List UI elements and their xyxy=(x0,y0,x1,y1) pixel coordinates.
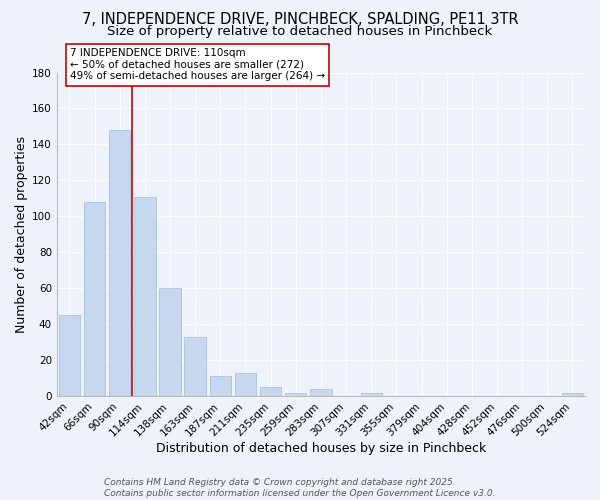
Bar xyxy=(235,372,256,396)
Text: Contains HM Land Registry data © Crown copyright and database right 2025.
Contai: Contains HM Land Registry data © Crown c… xyxy=(104,478,496,498)
X-axis label: Distribution of detached houses by size in Pinchbeck: Distribution of detached houses by size … xyxy=(156,442,486,455)
Bar xyxy=(310,389,332,396)
Bar xyxy=(184,337,206,396)
Bar xyxy=(562,392,583,396)
Bar xyxy=(134,196,155,396)
Text: 7 INDEPENDENCE DRIVE: 110sqm
← 50% of detached houses are smaller (272)
49% of s: 7 INDEPENDENCE DRIVE: 110sqm ← 50% of de… xyxy=(70,48,325,82)
Y-axis label: Number of detached properties: Number of detached properties xyxy=(15,136,28,333)
Bar xyxy=(285,392,307,396)
Bar xyxy=(361,392,382,396)
Bar xyxy=(260,387,281,396)
Text: 7, INDEPENDENCE DRIVE, PINCHBECK, SPALDING, PE11 3TR: 7, INDEPENDENCE DRIVE, PINCHBECK, SPALDI… xyxy=(82,12,518,28)
Text: Size of property relative to detached houses in Pinchbeck: Size of property relative to detached ho… xyxy=(107,25,493,38)
Bar xyxy=(209,376,231,396)
Bar xyxy=(84,202,105,396)
Bar xyxy=(109,130,130,396)
Bar xyxy=(159,288,181,396)
Bar xyxy=(59,315,80,396)
